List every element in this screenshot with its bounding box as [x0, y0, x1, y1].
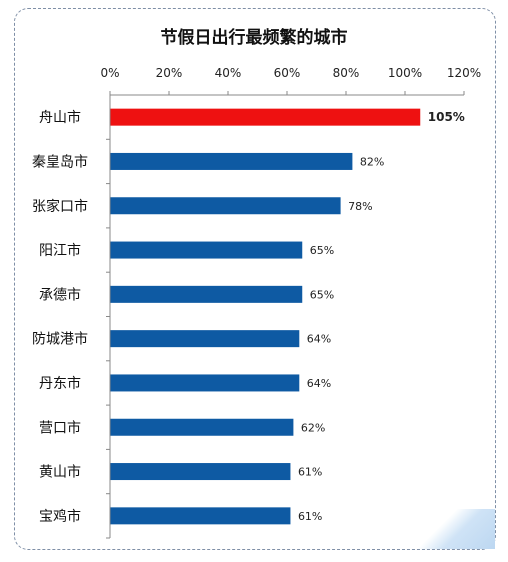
bar-value-label: 82% [360, 155, 384, 168]
category-label: 秦皇岛市 [32, 153, 88, 170]
bar-value-label: 61% [298, 510, 322, 523]
category-label: 丹东市 [39, 375, 81, 392]
x-tick-label: 0% [100, 66, 119, 80]
bar-value-label: 78% [348, 200, 372, 213]
bar [110, 374, 300, 392]
bar [110, 108, 421, 126]
bar [110, 197, 341, 215]
bar-value-label: 65% [310, 244, 334, 257]
bar [110, 285, 303, 303]
category-label: 营口市 [39, 419, 81, 436]
category-label: 阳江市 [39, 242, 81, 259]
category-label: 防城港市 [32, 331, 88, 348]
chart-frame [14, 8, 496, 550]
bar-value-label: 65% [310, 288, 334, 301]
bar [110, 152, 353, 170]
x-axis: 0% 20% 40% 60% 80% 100% 120% [100, 66, 481, 538]
x-tick-label: 80% [333, 66, 360, 80]
x-tick-label: 20% [156, 66, 183, 80]
x-tick-label: 100% [388, 66, 422, 80]
bar [110, 330, 300, 348]
bar [110, 418, 294, 436]
bar-value-label: 64% [307, 377, 331, 390]
x-tick-label: 120% [447, 66, 481, 80]
chart-title: 节假日出行最频繁的城市 [161, 27, 348, 48]
category-label: 张家口市 [32, 198, 88, 215]
bar [110, 463, 291, 481]
category-label: 宝鸡市 [39, 508, 81, 525]
category-label: 舟山市 [39, 109, 81, 126]
bar [110, 241, 303, 259]
bars [110, 108, 421, 525]
x-tick-label: 60% [274, 66, 301, 80]
data-labels: 105% 82% 78% 65% 65% 64% 64% 62% 61% 61% [298, 110, 465, 523]
category-label: 承德市 [39, 286, 81, 303]
bar [110, 507, 291, 525]
bar-value-label: 61% [298, 466, 322, 479]
category-label: 黄山市 [39, 464, 81, 481]
bar-value-label: 64% [307, 333, 331, 346]
x-tick-label: 40% [215, 66, 242, 80]
bar-value-label: 105% [428, 110, 465, 124]
bar-value-label: 62% [301, 421, 325, 434]
